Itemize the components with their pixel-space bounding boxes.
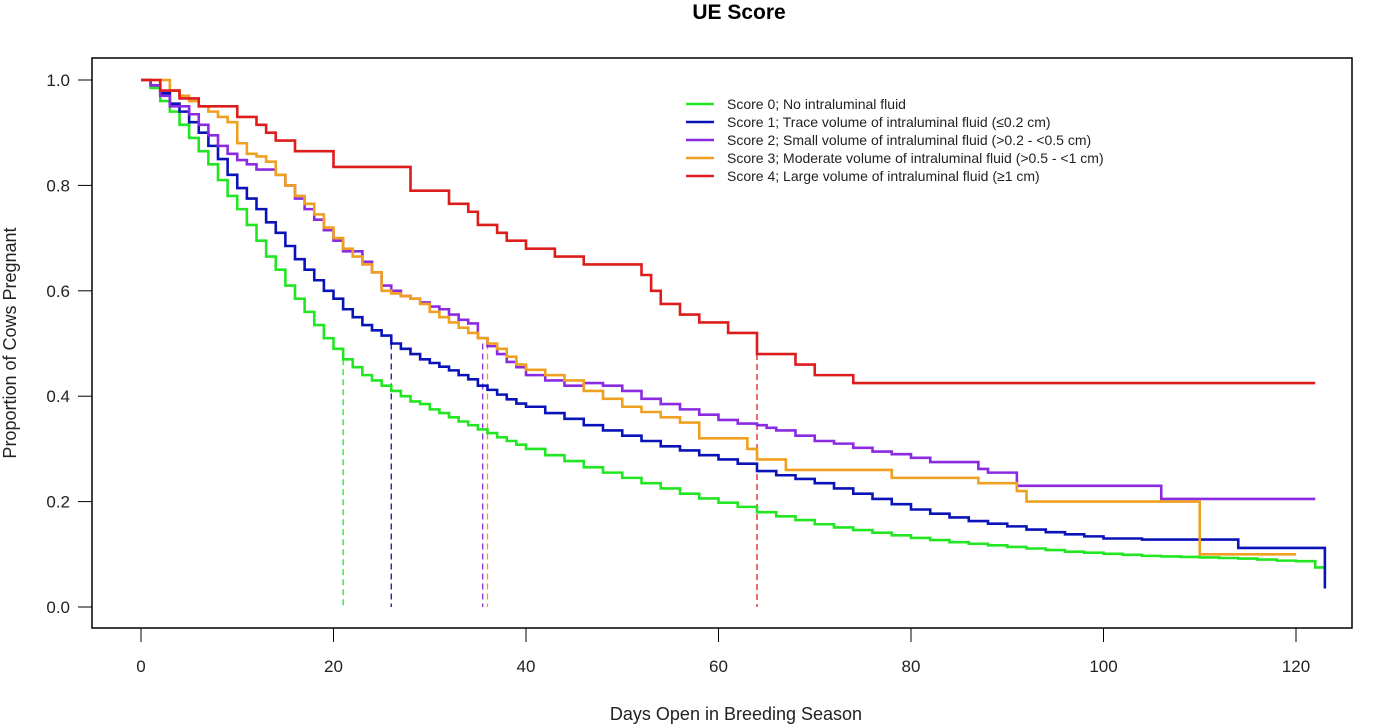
x-axis-label: Days Open in Breeding Season — [610, 704, 862, 724]
x-axis: 0 20 40 60 80 100 120 — [136, 628, 1310, 676]
y-tick-label: 1.0 — [46, 71, 70, 90]
x-tick-label: 0 — [136, 657, 145, 676]
series-line-score-4 — [141, 78, 1316, 385]
x-tick-label: 20 — [324, 657, 343, 676]
legend-label-score-1: Score 1; Trace volume of intraluminal fl… — [727, 114, 1051, 130]
median-lines — [342, 343, 758, 607]
y-tick-label: 0.4 — [46, 387, 70, 406]
y-tick-label: 0.8 — [46, 176, 70, 195]
legend: Score 0; No intraluminal fluid Score 1; T… — [686, 96, 1104, 184]
x-tick-label: 80 — [902, 657, 921, 676]
x-tick-label: 40 — [517, 657, 536, 676]
y-axis-label: Proportion of Cows Pregnant — [0, 227, 20, 458]
y-axis: 0.0 0.2 0.4 0.6 0.8 1.0 — [46, 71, 92, 617]
series-group — [141, 78, 1327, 589]
plot-frame — [91, 57, 1353, 629]
series-line-score-1 — [141, 78, 1327, 589]
legend-label-score-4: Score 4; Large volume of intraluminal fl… — [727, 168, 1040, 184]
legend-label-score-3: Score 3; Moderate volume of intraluminal… — [727, 150, 1104, 166]
chart-title: UE Score — [692, 1, 785, 24]
legend-label-score-0: Score 0; No intraluminal fluid — [727, 96, 906, 112]
legend-label-score-2: Score 2; Small volume of intraluminal fl… — [727, 132, 1091, 148]
x-tick-label: 100 — [1089, 657, 1117, 676]
series-line-score-0 — [141, 78, 1327, 571]
y-tick-label: 0.2 — [46, 493, 70, 512]
x-tick-label: 120 — [1282, 657, 1310, 676]
series-line-score-3 — [141, 78, 1296, 556]
y-tick-label: 0.6 — [46, 282, 70, 301]
y-tick-label: 0.0 — [46, 598, 70, 617]
x-tick-label: 60 — [709, 657, 728, 676]
